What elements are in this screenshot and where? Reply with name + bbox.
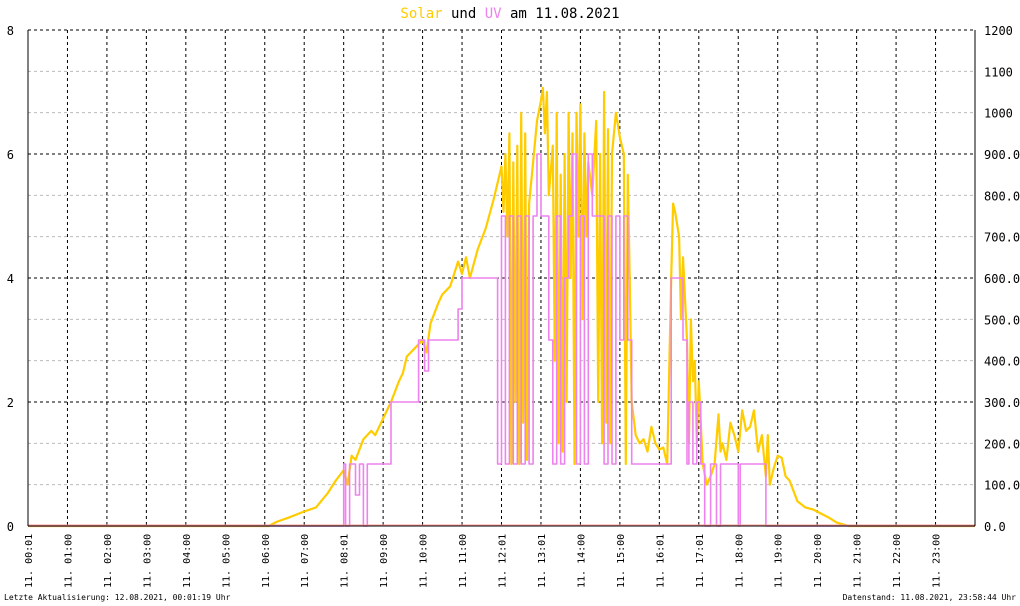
chart-title: Solar und UV am 11.08.2021 [400, 6, 619, 22]
x-tick-label: 11. 05:00 [221, 534, 232, 588]
x-tick-label: 11. 12:01 [498, 534, 509, 588]
last-update-text: Letzte Aktualisierung: 12.08.2021, 00:01… [4, 593, 231, 602]
x-tick-label: 11. 08:01 [340, 534, 351, 588]
right-tick-label: 300.0 [984, 396, 1020, 410]
right-tick-label: 400.0 [984, 355, 1020, 369]
left-tick-label: 8 [7, 24, 14, 38]
x-tick-label: 11. 01:00 [63, 534, 74, 588]
x-tick-label: 11. 15:00 [616, 534, 627, 588]
x-tick-label: 11. 20:00 [813, 534, 824, 588]
right-tick-label: 900.0 [984, 148, 1020, 162]
solar-series-line [28, 86, 975, 528]
x-tick-label: 11. 04:00 [182, 534, 193, 588]
x-tick-label: 11. 06:00 [261, 534, 272, 588]
x-tick-label: 11. 21:00 [853, 534, 864, 588]
grid [28, 29, 975, 526]
right-tick-label: 200.0 [984, 437, 1020, 451]
right-tick-label: 500.0 [984, 313, 1020, 327]
x-tick-label: 11. 13:01 [537, 534, 548, 588]
right-tick-label: 0.0 [984, 520, 1006, 534]
x-tick-label: 11. 11:00 [458, 534, 469, 588]
x-tick-label: 11. 18:00 [734, 534, 745, 588]
x-tick-label: 11. 14:00 [576, 534, 587, 588]
title-und-word: und [443, 6, 485, 22]
title-uv-word: UV [485, 6, 502, 22]
right-tick-label: 800.0 [984, 189, 1020, 203]
left-tick-label: 6 [7, 148, 14, 162]
x-tick-label: 11. 10:00 [419, 534, 430, 588]
x-tick-label: 11. 16:01 [655, 534, 666, 588]
x-tick-label: 11. 17:01 [695, 534, 706, 588]
title-solar-word: Solar [400, 6, 442, 22]
tick-labels: 0 2 4 6 8 0.0 100.0 200.0 300.0 400.0 500.0 600.0 70… [7, 24, 1020, 588]
axes [27, 30, 976, 527]
right-tick-label: 100.0 [984, 479, 1020, 493]
right-tick-label: 600.0 [984, 272, 1020, 286]
left-tick-label: 4 [7, 272, 14, 286]
x-tick-label: 11. 03:00 [142, 534, 153, 588]
right-tick-label: 1200 [984, 24, 1013, 38]
right-tick-label: 1000 [984, 107, 1013, 121]
x-tick-label: 11. 07:00 [300, 534, 311, 588]
x-tick-label: 11. 22:00 [892, 534, 903, 588]
left-tick-label: 2 [7, 396, 14, 410]
right-tick-label: 700.0 [984, 231, 1020, 245]
x-tick-label: 11. 00:01 [24, 534, 35, 588]
right-tick-label: 1100 [984, 65, 1013, 79]
data-state-text: Datenstand: 11.08.2021, 23:58:44 Uhr [842, 593, 1016, 602]
left-tick-label: 0 [7, 520, 14, 534]
x-tick-label: 11. 02:00 [103, 534, 114, 588]
x-tick-label: 11. 19:00 [774, 534, 785, 588]
x-tick-label: 11. 09:00 [379, 534, 390, 588]
uv-series-line [28, 153, 975, 527]
title-date: am 11.08.2021 [502, 6, 620, 22]
x-tick-label: 11. 23:00 [932, 534, 943, 588]
